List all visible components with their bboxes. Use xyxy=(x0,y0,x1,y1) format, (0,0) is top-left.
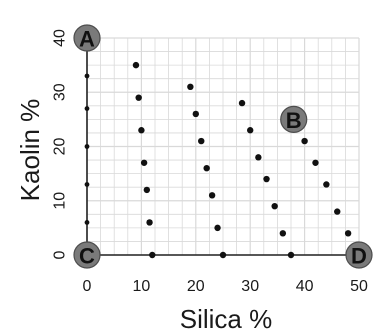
y-tick-label: 10 xyxy=(52,192,69,210)
data-point xyxy=(132,61,140,69)
corner-letter: B xyxy=(286,108,302,133)
corner-labels: A B C D xyxy=(73,24,373,269)
data-point xyxy=(301,137,308,145)
y-tick-label: 40 xyxy=(52,29,69,47)
data-point xyxy=(187,83,194,91)
corner-label-a: A xyxy=(73,24,101,52)
data-point xyxy=(247,127,254,134)
data-point xyxy=(238,99,246,107)
data-point xyxy=(135,94,142,101)
corner-label-b: B xyxy=(280,105,308,133)
data-point xyxy=(287,251,295,259)
data-point xyxy=(263,175,270,183)
corner-marker xyxy=(280,105,308,133)
data-point xyxy=(271,202,278,210)
x-tick-label: 30 xyxy=(241,278,259,295)
x-axis-title: Silica % xyxy=(180,304,272,333)
y-tick-label: 0 xyxy=(52,250,69,259)
data-point xyxy=(192,110,199,118)
data-point xyxy=(203,165,210,172)
data-point xyxy=(344,230,352,237)
x-tick-label: 10 xyxy=(133,278,151,295)
tick-labels: 0 10 20 30 40 50 0 10 20 30 40 xyxy=(52,29,369,295)
x-tick-label: 40 xyxy=(296,278,314,295)
data-point xyxy=(279,230,287,237)
data-point xyxy=(255,154,262,161)
data-point xyxy=(84,220,90,225)
data-point xyxy=(143,186,151,194)
corner-letter: A xyxy=(79,27,95,52)
corner-marker xyxy=(73,24,101,52)
corner-label-d: D xyxy=(345,241,373,269)
y-axis-title: Kaolin % xyxy=(15,99,45,202)
data-point xyxy=(219,251,227,259)
data-point xyxy=(84,144,90,149)
x-tick-label: 0 xyxy=(83,278,92,295)
data-point xyxy=(84,106,90,111)
data-point xyxy=(198,137,205,145)
data-point xyxy=(146,219,153,226)
data-point xyxy=(312,159,319,166)
x-tick-label: 20 xyxy=(187,278,205,295)
data-point xyxy=(140,159,148,166)
corner-marker xyxy=(345,241,373,269)
data-point xyxy=(208,192,216,199)
y-tick-label: 30 xyxy=(52,83,69,101)
data-point xyxy=(138,127,145,134)
data-point xyxy=(84,182,90,187)
data-point xyxy=(323,181,330,188)
data-point xyxy=(334,208,341,215)
data-point xyxy=(149,251,156,259)
axes xyxy=(79,32,365,263)
data-point xyxy=(214,224,221,232)
data-point xyxy=(84,73,90,79)
grid xyxy=(86,37,360,256)
y-tick-label: 20 xyxy=(52,138,69,156)
corner-letter: C xyxy=(79,244,95,269)
corner-marker xyxy=(73,241,101,269)
corner-letter: D xyxy=(351,244,367,269)
corner-label-c: C xyxy=(73,241,101,269)
x-tick-label: 50 xyxy=(350,278,368,295)
